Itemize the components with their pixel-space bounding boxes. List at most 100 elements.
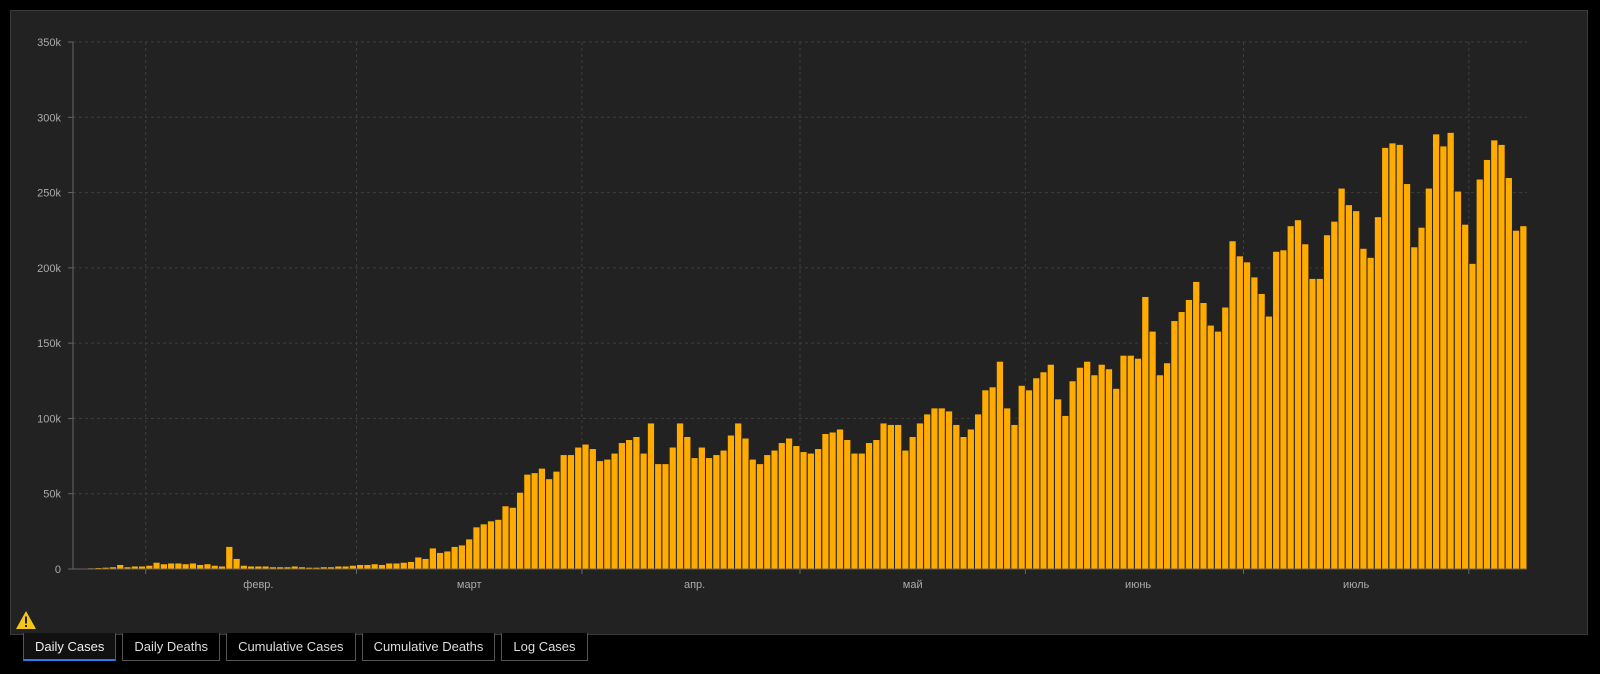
bar[interactable] xyxy=(1046,363,1055,570)
bar[interactable] xyxy=(479,523,488,570)
bar[interactable] xyxy=(1446,131,1455,570)
bar[interactable] xyxy=(443,550,452,570)
bar[interactable] xyxy=(1511,229,1521,570)
bar[interactable] xyxy=(1257,292,1266,570)
bar[interactable] xyxy=(872,439,881,570)
bar[interactable] xyxy=(370,563,379,570)
bar[interactable] xyxy=(1279,249,1288,570)
bar[interactable] xyxy=(1141,295,1150,570)
bar[interactable] xyxy=(937,407,946,570)
bar[interactable] xyxy=(763,454,772,570)
bar[interactable] xyxy=(1235,255,1244,570)
bar[interactable] xyxy=(1352,210,1361,570)
bar[interactable] xyxy=(1264,315,1274,570)
bar[interactable] xyxy=(1337,187,1346,570)
bar[interactable] xyxy=(159,563,169,570)
bar[interactable] xyxy=(741,437,750,570)
bar[interactable] xyxy=(559,454,568,570)
bar[interactable] xyxy=(239,564,248,570)
bar[interactable] xyxy=(843,439,852,570)
bar[interactable] xyxy=(1119,354,1128,570)
bar[interactable] xyxy=(203,563,212,570)
bar[interactable] xyxy=(908,435,917,570)
bar[interactable] xyxy=(1301,243,1310,570)
bar[interactable] xyxy=(399,561,408,570)
bar[interactable] xyxy=(1068,380,1077,570)
bar[interactable] xyxy=(915,422,925,570)
bar[interactable] xyxy=(1322,234,1332,570)
bar[interactable] xyxy=(1184,298,1194,570)
bar[interactable] xyxy=(1075,366,1085,570)
bar[interactable] xyxy=(1097,363,1106,570)
bar[interactable] xyxy=(486,520,496,570)
bar[interactable] xyxy=(1461,223,1470,570)
tab-cumulative-cases[interactable]: Cumulative Cases xyxy=(226,633,356,661)
bar[interactable] xyxy=(952,423,961,570)
bar[interactable] xyxy=(145,564,154,570)
bar[interactable] xyxy=(508,506,517,570)
bar[interactable] xyxy=(625,439,634,570)
bar[interactable] xyxy=(428,547,438,570)
bar[interactable] xyxy=(1206,324,1215,570)
bar[interactable] xyxy=(523,473,532,570)
bar[interactable] xyxy=(406,560,416,570)
bar[interactable] xyxy=(1424,187,1433,570)
bar[interactable] xyxy=(1359,247,1368,570)
bar[interactable] xyxy=(799,451,808,570)
bar[interactable] xyxy=(1475,178,1484,570)
bar[interactable] xyxy=(181,563,190,570)
bar[interactable] xyxy=(1090,374,1099,570)
bar[interactable] xyxy=(661,463,670,570)
bar[interactable] xyxy=(1039,371,1048,570)
bar[interactable] xyxy=(457,544,467,570)
bar[interactable] xyxy=(995,360,1005,570)
bar[interactable] xyxy=(210,564,219,570)
bar[interactable] xyxy=(675,422,685,570)
bar[interactable] xyxy=(610,452,619,570)
bar[interactable] xyxy=(530,472,539,570)
bar[interactable] xyxy=(1453,190,1463,570)
bar[interactable] xyxy=(806,452,816,570)
bar[interactable] xyxy=(857,452,866,570)
bar[interactable] xyxy=(1032,377,1041,570)
bar[interactable] xyxy=(1010,423,1019,570)
bar[interactable] xyxy=(588,448,597,570)
bar[interactable] xyxy=(654,463,663,570)
bar[interactable] xyxy=(1163,362,1172,570)
bar[interactable] xyxy=(1170,320,1179,570)
bar[interactable] xyxy=(1017,384,1026,570)
bar[interactable] xyxy=(944,410,954,570)
bar[interactable] xyxy=(1061,414,1070,570)
bar[interactable] xyxy=(1482,158,1492,570)
bar[interactable] xyxy=(930,407,939,570)
bar[interactable] xyxy=(1192,280,1201,570)
bar[interactable] xyxy=(770,449,779,570)
bar[interactable] xyxy=(1250,276,1259,570)
bar[interactable] xyxy=(581,443,590,570)
bar[interactable] xyxy=(894,423,903,570)
bar[interactable] xyxy=(755,463,765,570)
bar[interactable] xyxy=(116,563,125,570)
bar[interactable] xyxy=(167,562,176,570)
bar[interactable] xyxy=(348,564,358,570)
bar[interactable] xyxy=(1395,143,1404,570)
bar[interactable] xyxy=(879,422,888,570)
bar[interactable] xyxy=(1468,262,1477,570)
bar[interactable] xyxy=(784,437,794,570)
bar[interactable] xyxy=(923,413,932,570)
bar[interactable] xyxy=(1126,354,1135,570)
bar[interactable] xyxy=(748,458,757,570)
bar[interactable] xyxy=(1439,145,1448,570)
bar[interactable] xyxy=(1148,330,1157,570)
bar[interactable] xyxy=(1293,219,1303,570)
bar[interactable] xyxy=(1497,143,1506,570)
bar[interactable] xyxy=(1286,225,1295,570)
bar[interactable] xyxy=(683,435,692,570)
bar[interactable] xyxy=(465,538,474,570)
bar[interactable] xyxy=(966,428,975,570)
bar[interactable] xyxy=(1344,204,1354,570)
bar[interactable] xyxy=(712,454,721,570)
bar[interactable] xyxy=(377,563,387,570)
bar[interactable] xyxy=(603,458,612,570)
bar[interactable] xyxy=(356,563,365,570)
